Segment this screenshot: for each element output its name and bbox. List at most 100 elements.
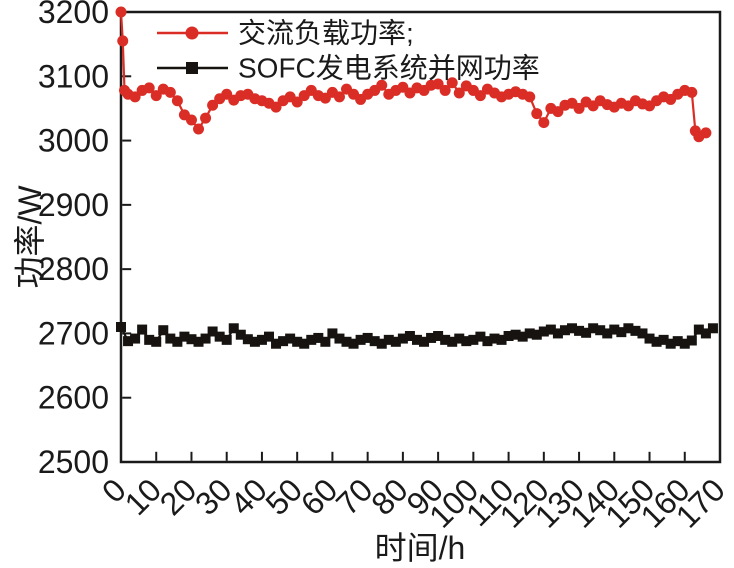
data-point [644, 333, 655, 344]
data-point [390, 336, 401, 347]
data-point [116, 322, 126, 332]
data-point [616, 327, 627, 338]
y-tick-label: 3200 [38, 0, 109, 30]
data-point [214, 331, 225, 342]
data-point [249, 336, 260, 347]
x-axis-title: 时间/h [374, 530, 466, 566]
data-point [129, 91, 141, 103]
data-point [630, 325, 641, 336]
data-point [453, 87, 465, 99]
data-point [517, 331, 528, 342]
data-point [700, 127, 712, 139]
data-point [207, 326, 218, 337]
data-point [581, 327, 592, 338]
data-point [292, 336, 303, 347]
data-point [552, 106, 564, 118]
data-point [242, 334, 253, 345]
data-point [164, 86, 176, 98]
data-point [186, 334, 197, 345]
data-point [144, 334, 155, 345]
data-point [376, 79, 388, 91]
data-point [313, 332, 324, 343]
y-tick-label: 2500 [38, 444, 109, 480]
data-point [200, 112, 212, 124]
data-point [179, 331, 190, 342]
data-point [207, 99, 219, 111]
data-point [270, 101, 282, 113]
data-point [172, 336, 183, 347]
data-point [454, 333, 465, 344]
data-point [531, 329, 542, 340]
data-point [263, 331, 274, 342]
data-point [143, 82, 155, 94]
data-point [510, 329, 521, 340]
data-point [355, 334, 366, 345]
data-point [440, 334, 451, 345]
legend-marker-circle [185, 26, 199, 40]
data-point [496, 334, 507, 345]
data-point [679, 338, 690, 349]
data-point [171, 95, 183, 107]
data-point [115, 6, 127, 18]
y-tick-label: 2900 [38, 187, 109, 223]
y-axis-title: 功率/W [12, 185, 48, 289]
data-point [299, 338, 310, 349]
data-point [193, 123, 205, 135]
data-point [552, 328, 563, 339]
legend-label: 交流负载功率; [238, 18, 414, 49]
data-point [474, 90, 486, 102]
data-point [573, 102, 585, 114]
data-point [651, 336, 662, 347]
data-point [524, 91, 536, 103]
data-point [503, 331, 514, 341]
data-point [278, 336, 289, 347]
data-point [567, 323, 578, 334]
data-point [700, 328, 711, 339]
data-point [228, 323, 239, 334]
data-point [475, 331, 486, 342]
y-tick-label: 3100 [38, 58, 109, 94]
data-point [193, 336, 204, 347]
data-point [185, 114, 197, 126]
data-point [446, 77, 458, 89]
data-point [531, 108, 543, 120]
data-point [306, 334, 317, 345]
data-point [158, 325, 169, 336]
data-point [468, 334, 479, 345]
data-point [545, 324, 556, 335]
data-point [200, 333, 211, 344]
data-point [285, 333, 296, 344]
legend-label: SOFC发电系统并网功率 [238, 53, 540, 84]
data-point [334, 333, 345, 344]
data-point [426, 332, 437, 343]
data-point [658, 334, 669, 345]
plot-frame [119, 10, 722, 464]
y-tick-label: 2700 [38, 315, 109, 351]
data-point [538, 117, 550, 129]
data-point [327, 328, 338, 339]
data-point [461, 336, 472, 347]
data-point [256, 334, 267, 345]
legend-marker-square [186, 62, 198, 74]
data-point [221, 334, 232, 345]
data-point [672, 336, 683, 347]
data-point [559, 325, 570, 336]
data-point [433, 331, 444, 341]
y-tick-label: 2600 [38, 380, 109, 416]
data-point [574, 325, 585, 336]
data-point [235, 329, 246, 340]
data-point [432, 78, 444, 90]
data-point [333, 91, 345, 103]
data-point [383, 334, 394, 345]
y-tick-label: 2800 [38, 251, 109, 287]
data-point [595, 325, 606, 336]
data-point [489, 333, 500, 344]
data-point [271, 338, 282, 349]
data-point [117, 35, 129, 47]
data-point [376, 338, 387, 349]
data-point [397, 333, 408, 344]
data-point [665, 338, 676, 349]
data-point [151, 336, 162, 347]
data-point [693, 324, 704, 335]
